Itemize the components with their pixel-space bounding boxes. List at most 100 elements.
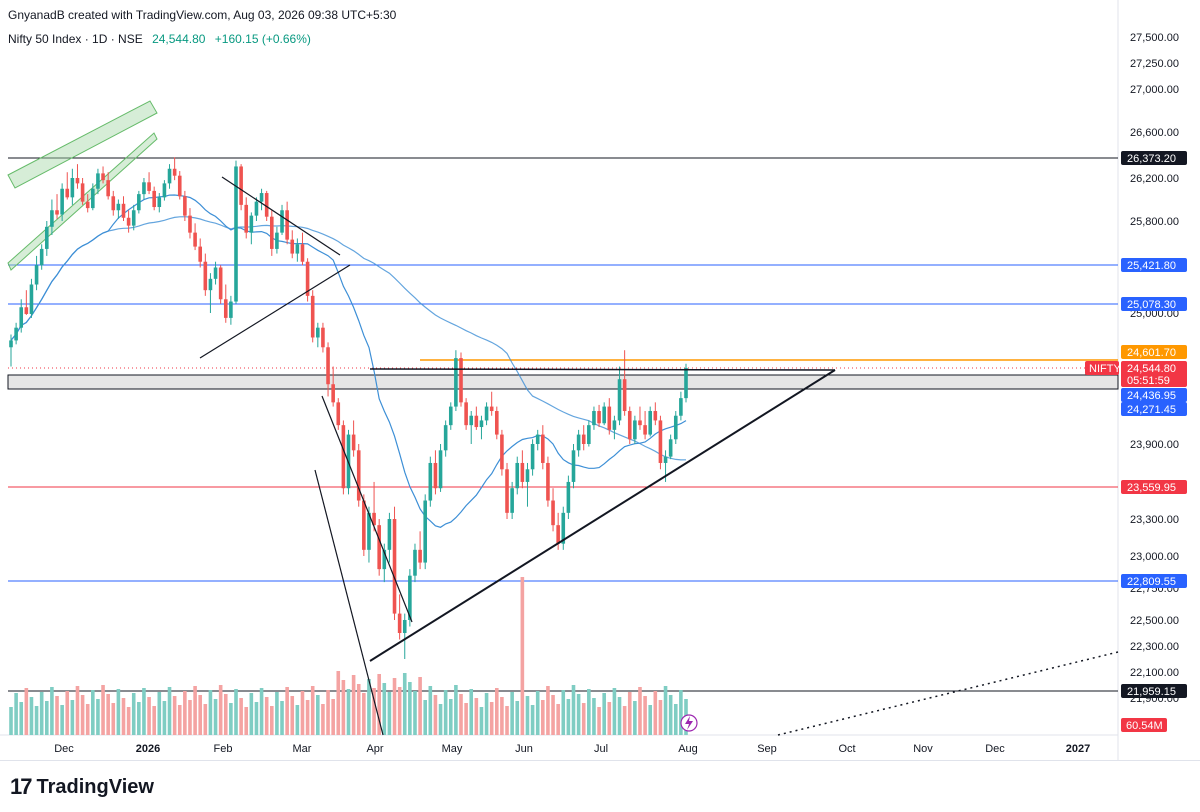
volume-bar-39 xyxy=(208,690,213,735)
volume-bar-101 xyxy=(525,696,530,735)
volume-bar-64 xyxy=(336,671,341,735)
volume-bar-106 xyxy=(551,695,555,735)
volume-bar-88 xyxy=(459,694,463,735)
price-badge-label-3: 24,601.70 xyxy=(1127,347,1176,359)
volume-bar-71 xyxy=(372,688,376,735)
candle-body-90 xyxy=(469,415,474,426)
volume-bar-48 xyxy=(254,702,259,735)
candle-body-54 xyxy=(285,210,289,240)
candle-body-85 xyxy=(443,425,448,451)
trendline-support[interactable] xyxy=(369,369,836,662)
candle-body-89 xyxy=(464,402,468,426)
trendline-triangle-bottom[interactable] xyxy=(199,264,351,359)
volume-bar-46 xyxy=(244,707,249,735)
trendline-wedge-lower[interactable] xyxy=(314,469,384,736)
candle-body-131 xyxy=(679,398,683,416)
candle-body-37 xyxy=(198,246,203,262)
candle-body-64 xyxy=(336,402,341,426)
volume-bar-26 xyxy=(142,688,146,735)
candle-body-43 xyxy=(229,301,233,318)
ma-long-line xyxy=(10,216,687,461)
volume-bar-66 xyxy=(346,689,351,735)
candle-body-10 xyxy=(60,188,64,215)
volume-bar-91 xyxy=(474,698,479,735)
candle-body-112 xyxy=(581,434,586,444)
candle-body-78 xyxy=(408,575,412,620)
volume-bar-98 xyxy=(510,692,514,735)
candle-body-105 xyxy=(546,462,550,501)
candle-body-40 xyxy=(213,267,218,279)
trendline-wedge-upper[interactable] xyxy=(321,395,413,623)
candle-body-72 xyxy=(377,525,381,570)
trendline-resistance[interactable] xyxy=(369,368,836,371)
volume-bar-9 xyxy=(55,696,59,735)
volume-bar-30 xyxy=(162,701,167,735)
time-tick-12: Dec xyxy=(985,743,1005,755)
candle-body-0 xyxy=(9,340,13,348)
volume-bar-21 xyxy=(116,689,121,735)
trendline-triangle-top[interactable] xyxy=(221,176,341,256)
candle-body-60 xyxy=(316,327,320,338)
volume-bar-117 xyxy=(607,702,612,735)
symbol-badge-label: NIFTY xyxy=(1089,363,1121,375)
chart-credit: GnyanadB created with TradingView.com, A… xyxy=(8,8,397,22)
volume-bar-124 xyxy=(643,696,647,735)
candle-body-52 xyxy=(275,232,279,249)
candle-body-57 xyxy=(300,244,305,262)
ascending-channel-upper[interactable] xyxy=(7,100,158,189)
candle-body-92 xyxy=(479,420,484,428)
volume-bar-87 xyxy=(454,685,458,735)
volume-bar-7 xyxy=(44,701,49,735)
time-axis[interactable]: Dec 2026 Feb Mar Apr May Jun Jul Aug Sep Oct Nov Dec… xyxy=(54,743,1090,755)
candle-body-19 xyxy=(106,180,110,197)
candle-body-35 xyxy=(188,215,192,233)
volume-bar-114 xyxy=(592,698,596,735)
volume-bar-50 xyxy=(264,697,269,735)
price-tick-1: 27,250.00 xyxy=(1130,58,1179,70)
volume-bar-18 xyxy=(101,685,105,735)
symbol-legend[interactable]: Nifty 50 Index · 1D · NSE 24,544.80 +160… xyxy=(8,32,311,46)
candle-body-82 xyxy=(428,462,433,501)
price-badge-label-6: 23,559.95 xyxy=(1127,482,1176,494)
candle-body-30 xyxy=(162,183,167,198)
volume-bar-37 xyxy=(198,695,203,735)
volume-bar-4 xyxy=(29,697,34,735)
volume-bar-45 xyxy=(239,698,243,735)
volume-bar-41 xyxy=(218,685,223,735)
volume-bar-113 xyxy=(587,689,591,735)
volume-bar-59 xyxy=(310,686,315,735)
volume-bar-94 xyxy=(489,702,494,735)
candle-body-8 xyxy=(50,210,54,227)
trendline-dotted[interactable] xyxy=(777,651,1119,736)
volume-bar-96 xyxy=(500,697,504,735)
volume-bar-44 xyxy=(234,689,238,735)
volume-bar-109 xyxy=(566,699,571,735)
candle-body-49 xyxy=(259,193,264,202)
volume-bar-2 xyxy=(19,702,24,735)
candle-body-117 xyxy=(607,406,612,430)
candle-body-86 xyxy=(448,406,453,426)
volume-bar-31 xyxy=(167,687,172,735)
tradingview-logo[interactable]: 17 TradingView xyxy=(10,772,154,802)
candle-body-71 xyxy=(372,512,376,526)
volume-badge-label: 60.54M xyxy=(1126,720,1163,732)
candle-body-107 xyxy=(556,525,560,544)
price-tick-4: 26,200.00 xyxy=(1130,173,1179,185)
volume-bar-27 xyxy=(147,697,151,735)
range-band[interactable] xyxy=(7,374,1119,390)
candle-body-1 xyxy=(14,327,18,341)
time-tick-4: Apr xyxy=(366,743,383,755)
lightning-icon[interactable] xyxy=(680,714,698,732)
time-tick-6: Jun xyxy=(515,743,533,755)
price-badge-5 xyxy=(1121,402,1187,416)
volume-bar-107 xyxy=(556,704,560,735)
candle-body-132 xyxy=(684,367,688,399)
countdown-badge-label: 05:51:59 xyxy=(1127,375,1170,387)
candle-body-32 xyxy=(172,168,177,176)
candle-body-24 xyxy=(131,210,136,226)
volume-bar-3 xyxy=(24,688,29,735)
price-tick-11: 22,500.00 xyxy=(1130,615,1179,627)
price-tick-9: 23,000.00 xyxy=(1130,551,1179,563)
last-price-badge-label: 24,544.80 xyxy=(1127,363,1176,375)
